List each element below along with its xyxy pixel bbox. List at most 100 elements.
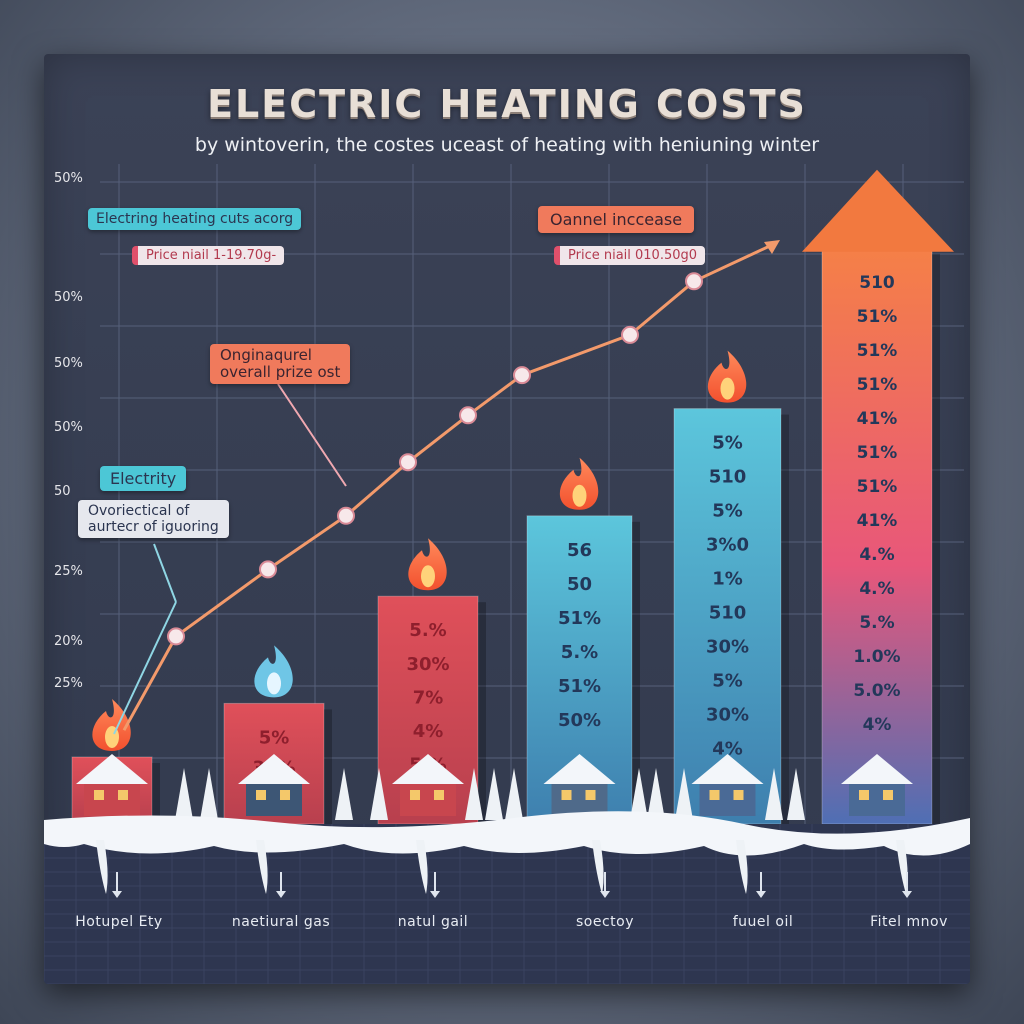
- x-arrow: [756, 872, 766, 898]
- bar-value-label: 51%: [857, 307, 898, 327]
- bar-value-label: 510: [709, 467, 747, 488]
- bar-value-label: 7%: [413, 687, 444, 708]
- house-roof: [543, 754, 616, 784]
- pine-tree: [675, 768, 693, 820]
- pine-tree: [630, 768, 648, 820]
- y-tick-label: 50%: [54, 290, 83, 305]
- y-tick-label: 50%: [54, 420, 83, 435]
- x-arrow: [600, 872, 610, 898]
- bar-value-label: 56: [567, 540, 592, 561]
- bar-shade: [478, 602, 486, 824]
- callout-price-right: Price niail 010.50g0: [554, 246, 706, 265]
- flame-core: [572, 484, 587, 507]
- y-tick-label: 25%: [54, 676, 83, 691]
- bar-value-label: 50%: [558, 710, 601, 731]
- y-tick-label: 50%: [54, 171, 83, 186]
- bar-value-label: 51%: [558, 608, 601, 629]
- trend-point: [399, 453, 417, 472]
- bar-value-label: 4%: [712, 739, 743, 760]
- house-window: [118, 790, 128, 800]
- bar-value-label: 50: [567, 574, 592, 595]
- pine-tree: [465, 768, 483, 820]
- chart-subtitle: by wintoverin, the costes uceast of heat…: [194, 134, 820, 156]
- trend-point: [459, 406, 477, 425]
- house-window: [709, 790, 720, 800]
- house-roof: [76, 754, 148, 784]
- callout-overall-electric: Ovoriectical of aurtecr of iguoring: [78, 500, 229, 538]
- flame-icon: [707, 350, 747, 403]
- house-window: [883, 790, 893, 800]
- x-arrow: [902, 872, 912, 898]
- icicle: [736, 840, 748, 894]
- flame-core: [720, 377, 735, 400]
- icicle: [896, 840, 908, 894]
- bar-value-label: 41%: [857, 511, 898, 531]
- icicle: [96, 840, 108, 894]
- house-window: [561, 790, 572, 800]
- flame-icon: [92, 699, 131, 751]
- x-arrow: [430, 872, 440, 898]
- trend-point: [513, 366, 531, 385]
- x-arrow: [276, 872, 286, 898]
- house-window: [410, 790, 420, 800]
- pine-tree: [485, 768, 503, 820]
- pine-tree: [765, 768, 783, 820]
- house-window: [733, 790, 744, 800]
- pine-tree: [175, 768, 193, 820]
- bar-value-label: 5.%: [409, 620, 446, 641]
- flame-icon: [559, 457, 599, 510]
- x-label: naetiural gas: [231, 914, 331, 930]
- y-tick-label: 50: [54, 484, 71, 499]
- callout-price-left: Price niail 1-19.70g-: [132, 246, 285, 265]
- icicle: [592, 840, 604, 894]
- bar-value-label: 51%: [558, 676, 601, 697]
- bar-value-label: 30%: [706, 637, 749, 658]
- callout-connector: [113, 601, 177, 735]
- y-tick-label: 25%: [54, 564, 83, 579]
- pine-tree: [647, 768, 665, 820]
- house-window: [585, 790, 596, 800]
- callout-natural-price: Onginaqurel overall prize ost: [210, 344, 351, 384]
- trend-line-layer: [113, 240, 780, 735]
- bar-value-label: 5%: [712, 501, 743, 522]
- arrow-head: [802, 169, 954, 252]
- bar-shade: [632, 521, 640, 824]
- y-tick-label: 50%: [54, 356, 83, 371]
- bar-shade: [781, 414, 789, 824]
- pine-tree: [335, 768, 353, 820]
- x-label: Hotupel Ety: [75, 914, 163, 930]
- snow-ground: [44, 811, 970, 984]
- pine-tree: [505, 768, 523, 820]
- bar-value-label: 1.0%: [853, 647, 900, 667]
- chart-poster: 5% 30% 5.% 30% 7% 4% 5.% 56 50 51% 5.% 51% 50% 5% 510 5…: [44, 54, 970, 984]
- bar-value-label: 4%: [863, 715, 892, 735]
- pine-tree: [370, 768, 388, 820]
- trend-point: [621, 325, 639, 344]
- bar-value-label: 51%: [857, 477, 898, 497]
- bar-value-label: 30%: [706, 705, 749, 726]
- bar-value-label: 41%: [857, 409, 898, 429]
- house: [699, 782, 756, 816]
- pine-tree: [200, 768, 218, 820]
- bar-value-label: 5.%: [859, 613, 894, 633]
- bar-value-label: 510: [859, 273, 895, 293]
- water-drop-icon: [254, 645, 293, 698]
- house-window: [94, 790, 104, 800]
- house-window: [280, 790, 290, 800]
- x-label: natul gail: [397, 914, 469, 930]
- bar-value-label: 5.%: [561, 642, 598, 663]
- callout-connector: [153, 543, 177, 603]
- bar-value-label: 510: [709, 603, 747, 624]
- house: [551, 782, 608, 816]
- pine-tree: [787, 768, 805, 820]
- trend-point: [685, 272, 703, 291]
- house-window: [256, 790, 266, 800]
- house-window: [434, 790, 444, 800]
- bar-shade: [932, 253, 940, 825]
- bar-value-label: 3%0: [706, 535, 749, 556]
- icicle: [256, 840, 268, 894]
- bar-value-label: 5%: [712, 433, 743, 454]
- bar-value-label: 1%: [712, 569, 743, 590]
- bar-shade: [324, 709, 332, 824]
- x-arrow: [112, 872, 122, 898]
